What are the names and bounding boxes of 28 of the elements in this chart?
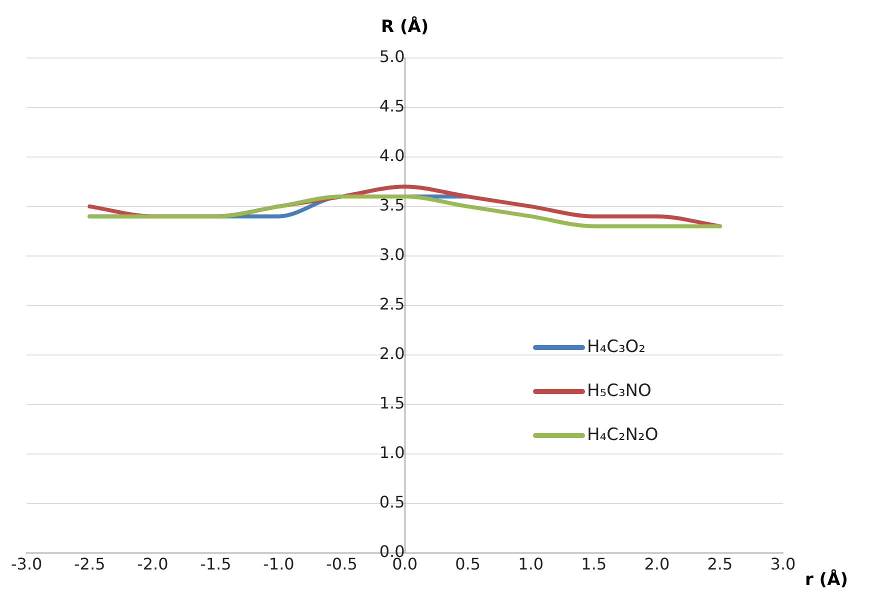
x-tick-label: 1.5	[581, 554, 607, 574]
legend-label: H₄C₂N₂O	[587, 425, 658, 446]
x-tick-label: 3.0	[770, 554, 796, 574]
y-tick-label: 4.5	[379, 96, 405, 116]
x-tick-label: 2.0	[644, 554, 670, 574]
y-tick-label: 1.5	[379, 394, 405, 413]
x-tick-label: 1.0	[518, 554, 544, 574]
x-tick-label: -1.0	[263, 554, 294, 574]
y-tick-label: 0.5	[379, 492, 405, 512]
x-tick-label: -2.5	[74, 554, 106, 574]
y-tick-label: 1.0	[379, 442, 405, 462]
y-tick-label: 2.5	[379, 294, 405, 314]
line-series	[88, 194, 722, 228]
y-tick-label: 3.5	[379, 196, 405, 215]
legend-label: H₅C₃NO	[587, 381, 652, 402]
y-tick-label: 2.0	[379, 344, 405, 364]
x-tick-label: -1.5	[200, 554, 232, 574]
y-tick-label: 5.0	[379, 47, 405, 66]
x-tick-label: 2.5	[707, 554, 733, 574]
x-axis-title: r (Å)	[805, 569, 848, 590]
x-tick-label: -2.0	[137, 554, 168, 574]
y-tick-label: 3.0	[379, 245, 405, 264]
x-tick-label: -0.5	[326, 554, 358, 574]
y-axis-title: R (Å)	[380, 16, 429, 37]
x-tick-label: -3.0	[11, 554, 42, 574]
y-tick-label: 4.0	[379, 146, 405, 166]
x-tick-label: 0.5	[455, 554, 481, 574]
legend-label: H₄C₃O₂	[587, 337, 646, 358]
